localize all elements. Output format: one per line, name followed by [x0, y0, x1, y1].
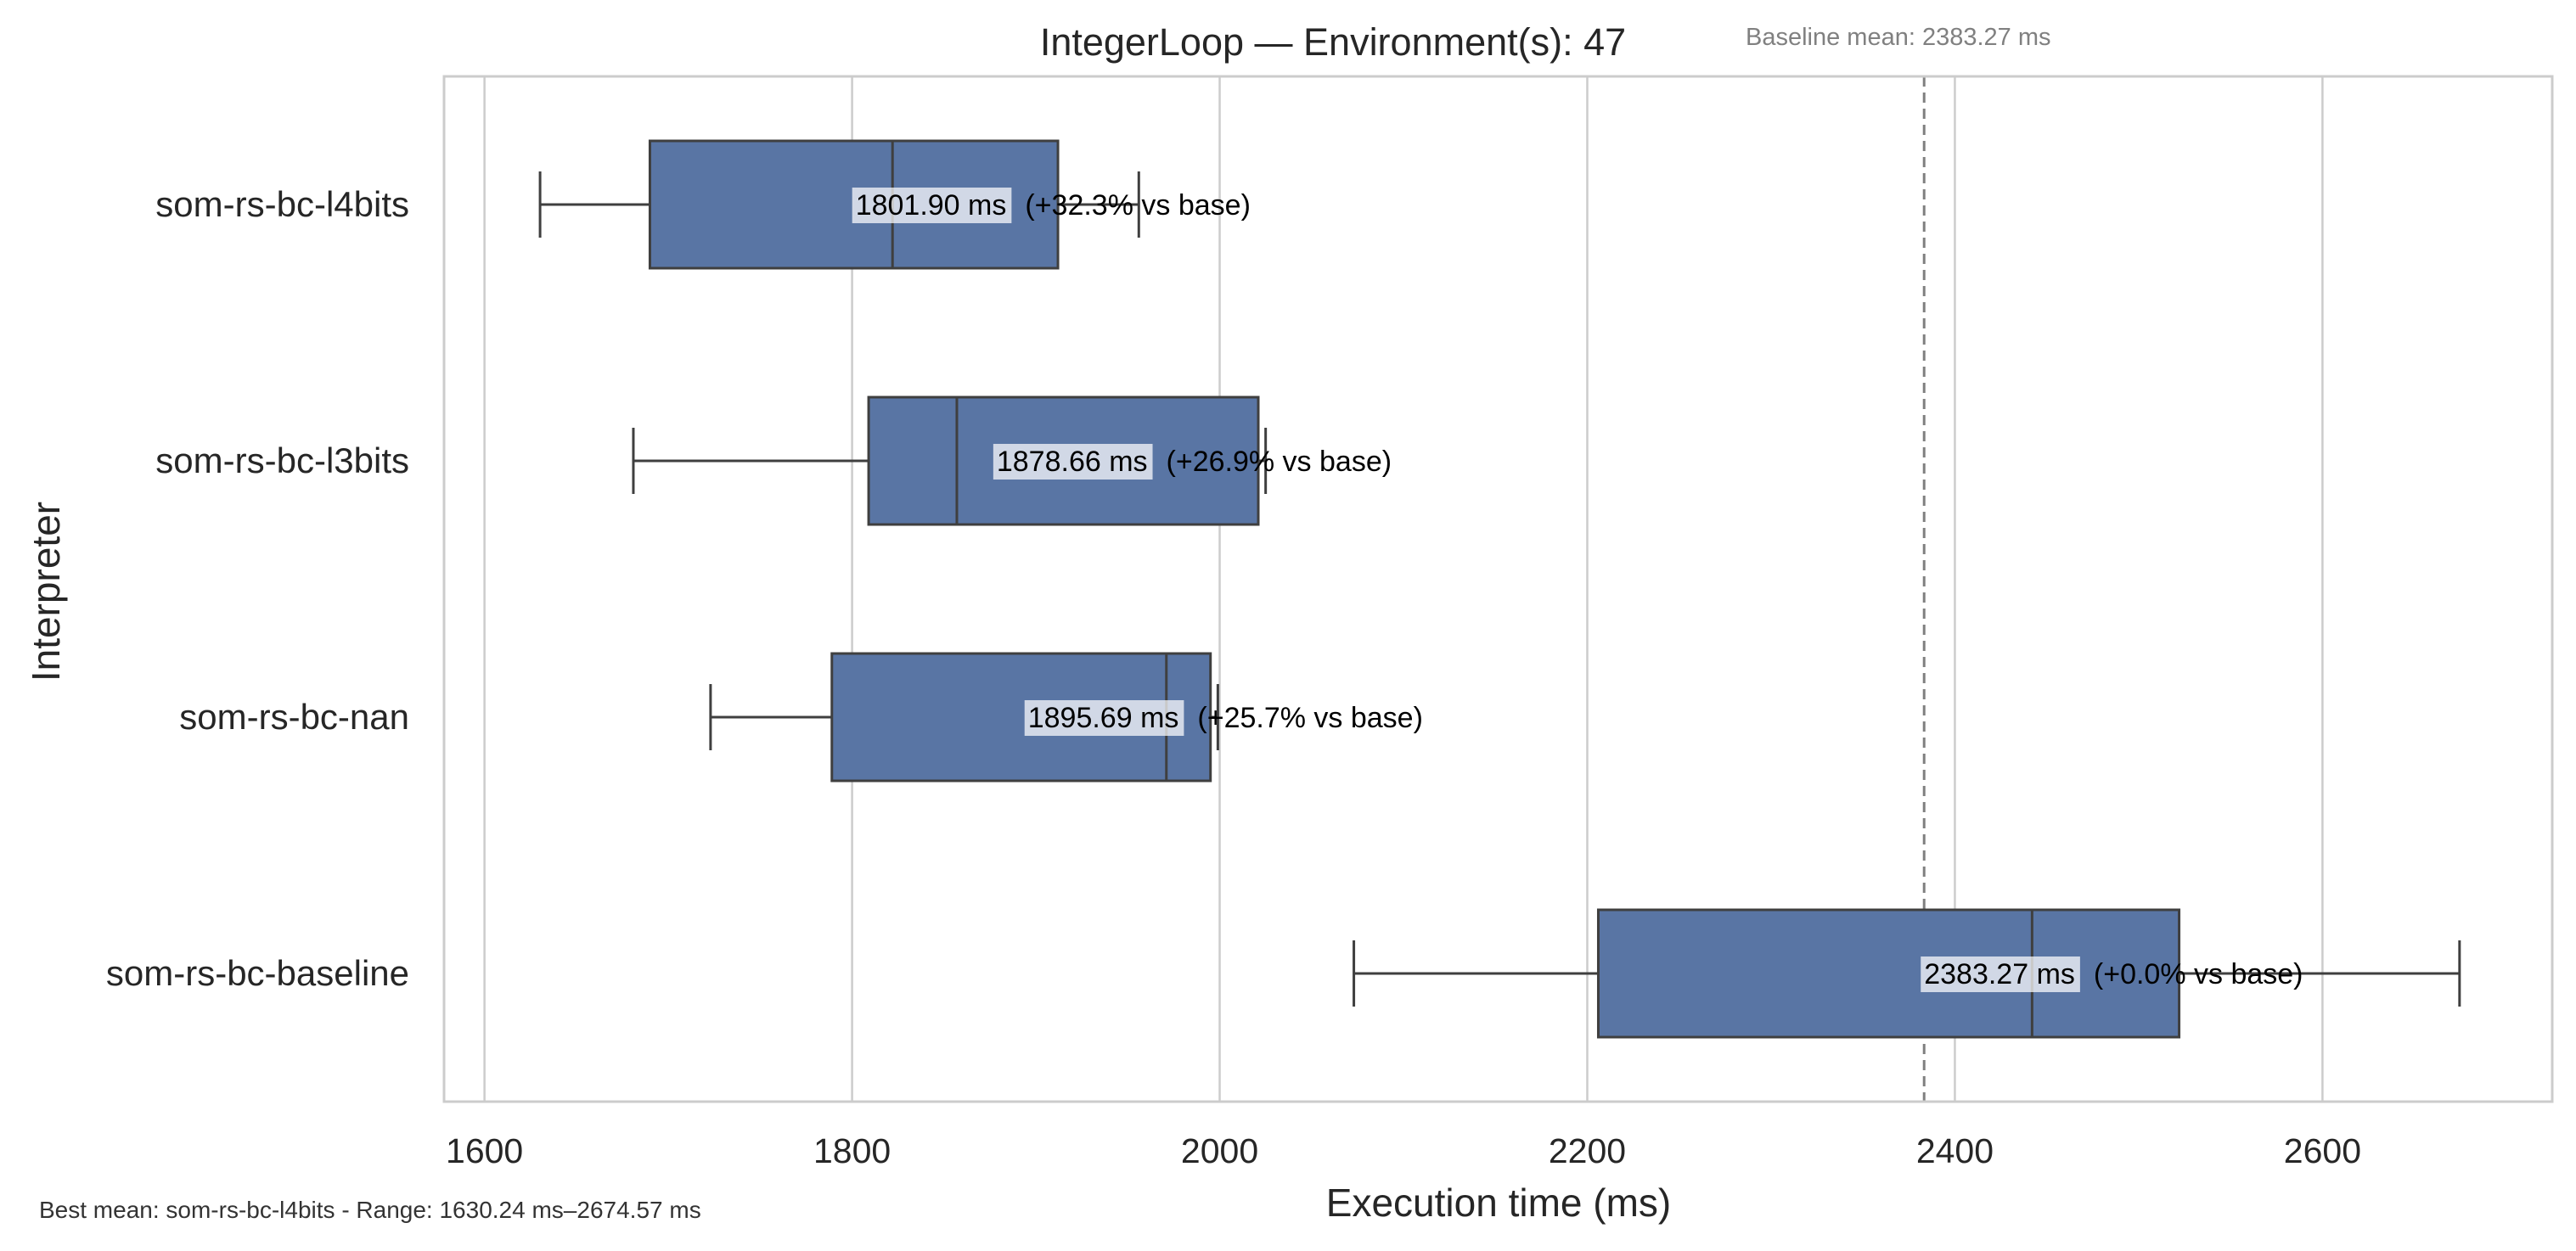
- y-axis-category-labels: som-rs-bc-l4bits som-rs-bc-l3bits som-rs-b…: [106, 184, 409, 993]
- mean-value-label: 1895.69 ms: [1028, 702, 1179, 734]
- category-label-som-rs-bc-l4bits: som-rs-bc-l4bits: [155, 184, 409, 224]
- x-tick-label-2400: 2400: [1916, 1131, 1994, 1170]
- category-label-som-rs-bc-nan: som-rs-bc-nan: [179, 697, 409, 737]
- x-tick-label-2600: 2600: [2284, 1131, 2361, 1170]
- mean-annotations: 1801.90 ms (+32.3% vs base) 1878.66 ms (+26…: [852, 188, 2303, 992]
- vs-base-label: (+32.3% vs base): [1025, 189, 1251, 222]
- annotation-background: [852, 188, 1012, 223]
- vs-base-label: (+0.0% vs base): [2094, 958, 2303, 990]
- mean-annotation-som-rs-bc-nan: 1895.69 ms (+25.7% vs base): [1024, 700, 1423, 736]
- mean-annotation-som-rs-bc-l3bits: 1878.66 ms (+26.9% vs base): [993, 444, 1392, 480]
- mean-value-label: 1801.90 ms: [856, 189, 1007, 222]
- box-plot-series: [538, 139, 2461, 1039]
- mean-value-label: 2383.27 ms: [1924, 958, 2075, 990]
- chart-title: IntegerLoop — Environment(s): 47: [1040, 20, 1626, 64]
- mean-annotation-som-rs-bc-l4bits: 1801.90 ms (+32.3% vs base): [852, 188, 1251, 223]
- mean-value-label: 1878.66 ms: [997, 446, 1148, 478]
- footer-note: Best mean: som-rs-bc-l4bits - Range: 163…: [39, 1197, 701, 1223]
- vs-base-label: (+26.9% vs base): [1167, 446, 1392, 478]
- annotation-background: [993, 444, 1153, 480]
- iqr-box: [1596, 908, 2181, 1039]
- vs-base-label: (+25.7% vs base): [1197, 702, 1423, 734]
- category-label-som-rs-bc-baseline: som-rs-bc-baseline: [106, 953, 409, 993]
- baseline-mean-label: Baseline mean: 2383.27 ms: [1746, 24, 2051, 51]
- y-axis-label: Interpreter: [24, 502, 68, 682]
- x-axis-label: Execution time (ms): [1326, 1181, 1671, 1225]
- box-group-som-rs-bc-baseline: [1353, 908, 2461, 1039]
- plot-frame: [442, 75, 2554, 1103]
- category-label-som-rs-bc-l3bits: som-rs-bc-l3bits: [155, 440, 409, 480]
- x-tick-label-1800: 1800: [813, 1131, 891, 1170]
- x-tick-label-2200: 2200: [1549, 1131, 1626, 1170]
- x-tick-label-2000: 2000: [1181, 1131, 1258, 1170]
- x-axis-ticks: 1600 1800 2000 2200 2400 2600: [446, 1131, 2361, 1170]
- annotation-background: [1024, 700, 1184, 736]
- annotation-background: [1921, 956, 2080, 992]
- x-tick-label-1600: 1600: [446, 1131, 523, 1170]
- mean-annotation-som-rs-bc-baseline: 2383.27 ms (+0.0% vs base): [1921, 956, 2303, 992]
